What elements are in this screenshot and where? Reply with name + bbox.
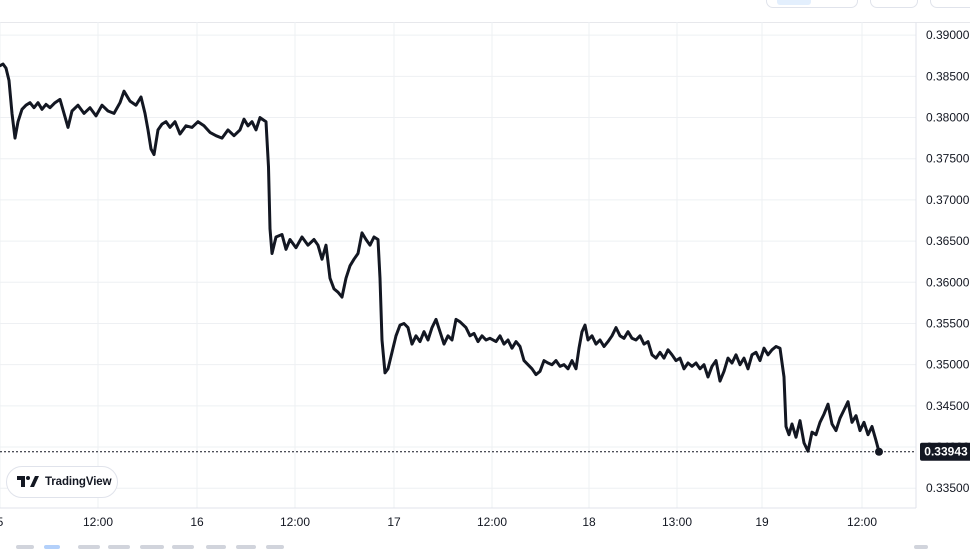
price-tick-label: 0.38500 — [926, 69, 970, 83]
toolbar-item[interactable] — [266, 545, 284, 549]
time-tick-label: 19 — [755, 515, 769, 529]
time-tick-label: 5 — [0, 515, 4, 529]
toolbar-button[interactable] — [930, 0, 970, 8]
price-tick-label: 0.35500 — [926, 316, 970, 330]
price-tick-label: 0.35000 — [926, 358, 970, 372]
time-tick-label: 13:00 — [662, 515, 692, 529]
toolbar-item[interactable] — [206, 545, 226, 549]
price-tick-label: 0.37500 — [926, 152, 970, 166]
toolbar-item[interactable] — [44, 545, 60, 549]
time-tick-label: 12:00 — [847, 515, 877, 529]
price-tick-label: 0.33500 — [926, 481, 970, 495]
toolbar-item[interactable] — [140, 545, 164, 549]
toolbar-item[interactable] — [172, 545, 194, 549]
price-tick-label: 0.37000 — [926, 193, 970, 207]
price-tick-label: 0.36500 — [926, 234, 970, 248]
tradingview-logo-icon — [17, 476, 39, 487]
last-price-value: 0.33943 — [924, 445, 968, 459]
price-series-line — [0, 62, 881, 454]
toolbar-item[interactable] — [236, 545, 256, 549]
tradingview-logo[interactable]: TradingView — [6, 466, 118, 498]
last-price-label: 0.33943 — [920, 442, 970, 461]
toolbar-item[interactable] — [16, 545, 34, 549]
price-tick-label: 0.39000 — [926, 28, 970, 42]
top-toolbar — [0, 0, 970, 23]
tradingview-logo-text: TradingView — [45, 476, 112, 488]
time-tick-label: 12:00 — [280, 515, 310, 529]
price-tick-label: 0.36000 — [926, 275, 970, 289]
price-tick-label: 0.34500 — [926, 399, 970, 413]
time-tick-label: 16 — [190, 515, 204, 529]
price-tick-label: 0.38000 — [926, 111, 970, 125]
toolbar-item[interactable] — [78, 545, 100, 549]
time-tick-label: 17 — [387, 515, 401, 529]
toolbar-item[interactable] — [108, 545, 130, 549]
price-axis[interactable]: 0.39000 0.38500 0.38000 0.37500 0.37000 0.365… — [926, 28, 970, 495]
grid — [0, 22, 916, 508]
bottom-toolbar — [0, 540, 970, 549]
time-tick-label: 12:00 — [477, 515, 507, 529]
active-range-indicator — [777, 0, 811, 5]
time-tick-label: 12:00 — [83, 515, 113, 529]
last-price-marker — [875, 447, 883, 456]
toolbar-item[interactable] — [914, 545, 928, 549]
time-axis[interactable]: 5 12:00 16 12:00 17 12:00 18 13:00 19 12:00 — [0, 515, 877, 529]
time-tick-label: 18 — [582, 515, 596, 529]
